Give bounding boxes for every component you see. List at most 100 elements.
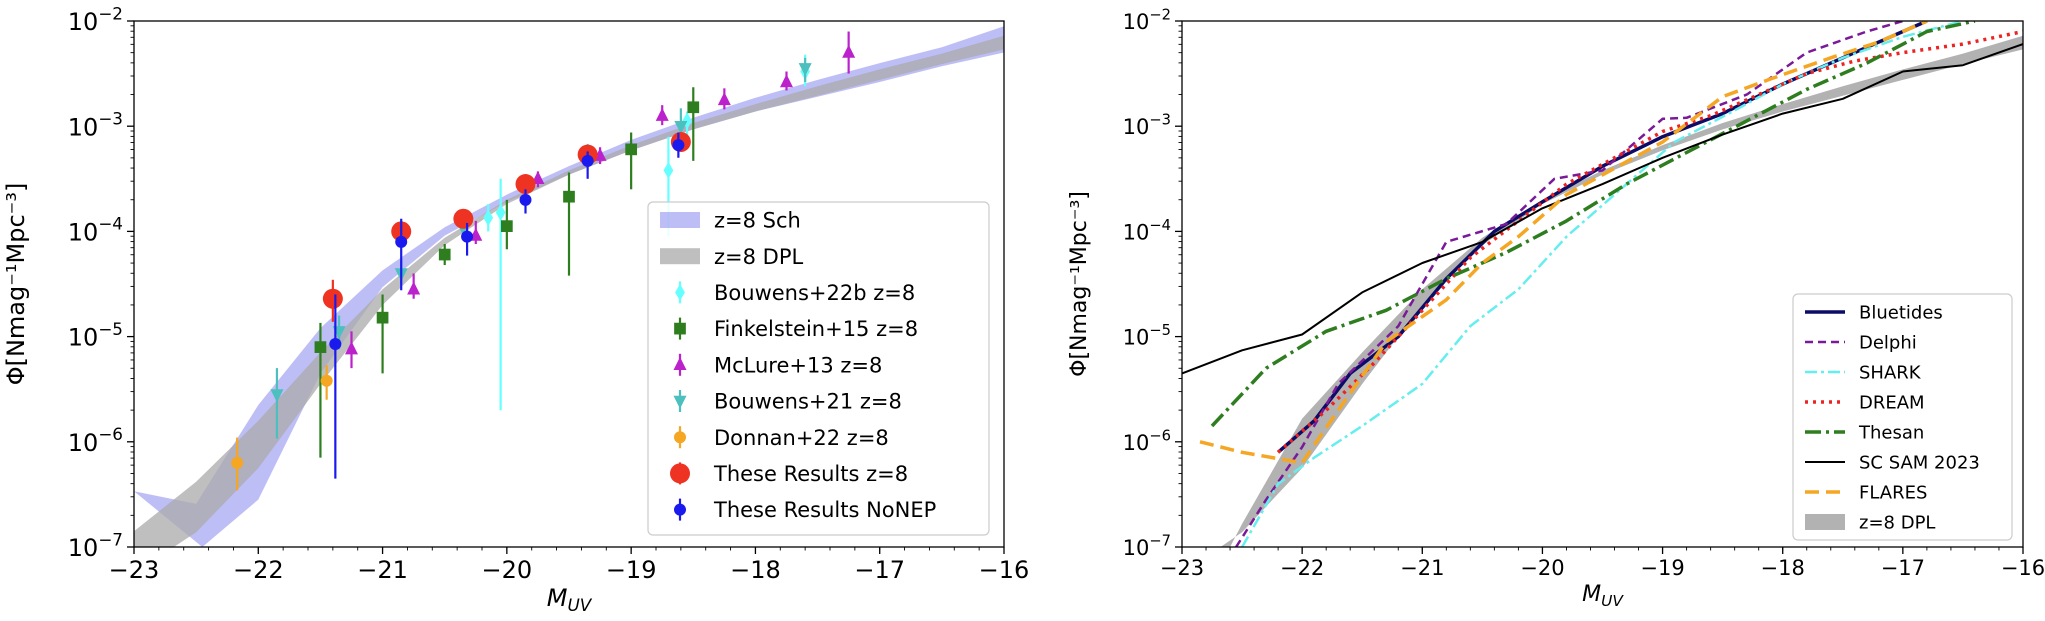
legend-entry-sc-sam-2023: SC SAM 2023 — [1805, 452, 1980, 473]
legend-label: DREAM — [1859, 392, 1925, 413]
y-tick-label: 10−4 — [68, 214, 123, 247]
legend-swatch — [673, 395, 687, 409]
series-delphi — [1235, 21, 1904, 547]
legend-label: Delphi — [1859, 332, 1917, 353]
data-point — [438, 248, 451, 261]
legend-label: FLARES — [1859, 482, 1927, 503]
legend-entry-z-8-dpl: z=8 DPL — [1805, 512, 1935, 533]
x-tick-label: −16 — [2001, 556, 2045, 580]
axes-frame — [1181, 20, 2024, 548]
legend-label: z=8 DPL — [714, 245, 803, 269]
left-chart: −23 −22 −21 −20 −19 −18 −17 −1610−710−610−510−4… — [2, 3, 1029, 615]
line-shark — [1241, 21, 1964, 547]
legend-swatch — [660, 248, 700, 265]
x-axis-label: MUV — [547, 584, 593, 615]
y-tick-label: 10−2 — [1123, 7, 1171, 34]
x-tick-label: −21 — [357, 556, 408, 584]
data-point — [320, 374, 333, 387]
x-tick-label: −22 — [233, 556, 284, 584]
legend-label: McLure+13 z=8 — [714, 353, 882, 377]
y-tick-label: 10−6 — [68, 424, 123, 457]
data-point — [270, 389, 284, 403]
legend-entry-flares: FLARES — [1805, 482, 1927, 503]
legend-label: z=8 Sch — [714, 209, 801, 233]
x-tick-label: −20 — [482, 556, 533, 584]
data-point — [581, 154, 594, 167]
y-tick-label: 10−3 — [68, 109, 123, 142]
legend-entry-z-8-sch: z=8 Sch — [660, 209, 801, 233]
legend-swatch — [675, 283, 685, 301]
x-tick-label: −23 — [109, 556, 160, 584]
series-shark — [1241, 21, 1964, 547]
legend-label: These Results NoNEP — [713, 498, 936, 522]
data-point — [407, 281, 421, 295]
data-point — [231, 456, 244, 469]
data-point — [842, 44, 856, 58]
legend-entry-shark: SHARK — [1805, 362, 1922, 383]
data-point — [672, 139, 685, 152]
series-finkelstein-15-z-8 — [314, 87, 700, 458]
data-point — [717, 92, 731, 106]
series-flares — [1199, 21, 1928, 465]
legend: Bluetides Delphi SHARK DREAM Thesan SC SAM 20… — [1792, 293, 2013, 541]
legend-entry-mclure-13-z-8: McLure+13 z=8 — [673, 353, 882, 377]
legend-swatch — [1805, 514, 1845, 530]
data-point — [322, 288, 343, 309]
legend-label: Bouwens+21 z=8 — [714, 390, 902, 414]
line-flares — [1199, 21, 1928, 465]
legend-swatch — [660, 212, 700, 228]
y-tick-label: 10−2 — [68, 3, 123, 36]
data-point — [376, 311, 389, 324]
legend-entry-bluetides: Bluetides — [1805, 302, 1943, 323]
right-chart: −23 −22 −21 −20 −19 −18 −17 −16 10−7 10−6 10−5 10−4… — [1067, 7, 2045, 610]
data-point — [563, 190, 575, 203]
y-tick-label: 10−5 — [68, 319, 123, 352]
legend-label: SC SAM 2023 — [1859, 452, 1980, 473]
line-thesan — [1210, 21, 1976, 428]
x-tick-label: −20 — [1520, 556, 1564, 580]
legend-entry-bouwens-21-z-8: Bouwens+21 z=8 — [673, 390, 902, 414]
data-point — [655, 107, 669, 121]
legend-entry-delphi: Delphi — [1805, 332, 1917, 353]
legend-swatch — [673, 357, 687, 370]
line-sc-sam-2023 — [1182, 43, 2023, 375]
data-point — [519, 193, 532, 206]
legend: z=8 Sch z=8 DPL Bouwens+22b z=8 Finkelstein… — [647, 201, 990, 536]
data-point — [798, 63, 812, 77]
legend-label: Bouwens+22b z=8 — [714, 281, 915, 305]
line-delphi — [1235, 21, 1904, 547]
series-sc-sam-2023 — [1182, 43, 2023, 375]
plot-area — [1182, 21, 2023, 547]
legend-entry-donnan-22-z-8: Donnan+22 z=8 — [674, 426, 889, 450]
series-thesan — [1210, 21, 1976, 428]
legend-label: Bluetides — [1859, 302, 1943, 323]
x-tick-label: −19 — [1640, 556, 1684, 580]
y-tick-label: 10−7 — [1123, 533, 1171, 560]
legend-box — [647, 201, 990, 536]
legend-label: Thesan — [1858, 422, 1924, 443]
legend-entry-finkelstein-15-z-8: Finkelstein+15 z=8 — [674, 317, 918, 341]
legend-swatch — [674, 431, 686, 444]
x-tick-label: −22 — [1280, 556, 1324, 580]
data-point — [663, 161, 674, 179]
x-tick-label: −18 — [1761, 556, 1805, 580]
legend-swatch — [670, 463, 690, 484]
legend-entry-thesan: Thesan — [1805, 422, 1924, 443]
y-tick-label: 10−5 — [1123, 322, 1171, 349]
y-tick-label: 10−4 — [1123, 217, 1171, 244]
x-tick-label: −17 — [854, 556, 905, 584]
data-point — [515, 174, 536, 195]
data-point — [780, 74, 793, 88]
x-tick-label: −23 — [1160, 556, 1204, 580]
data-point — [687, 101, 700, 114]
x-tick-label: −19 — [606, 556, 657, 584]
axes-frame — [133, 20, 1005, 548]
x-tick-label: −17 — [1881, 556, 1925, 580]
legend-label: z=8 DPL — [1859, 512, 1935, 533]
y-tick-label: 10−3 — [1123, 112, 1171, 139]
legend-entry-z-8-dpl: z=8 DPL — [660, 245, 803, 269]
legend-label: These Results z=8 — [713, 462, 908, 486]
data-point — [461, 230, 474, 243]
data-point — [329, 337, 342, 350]
